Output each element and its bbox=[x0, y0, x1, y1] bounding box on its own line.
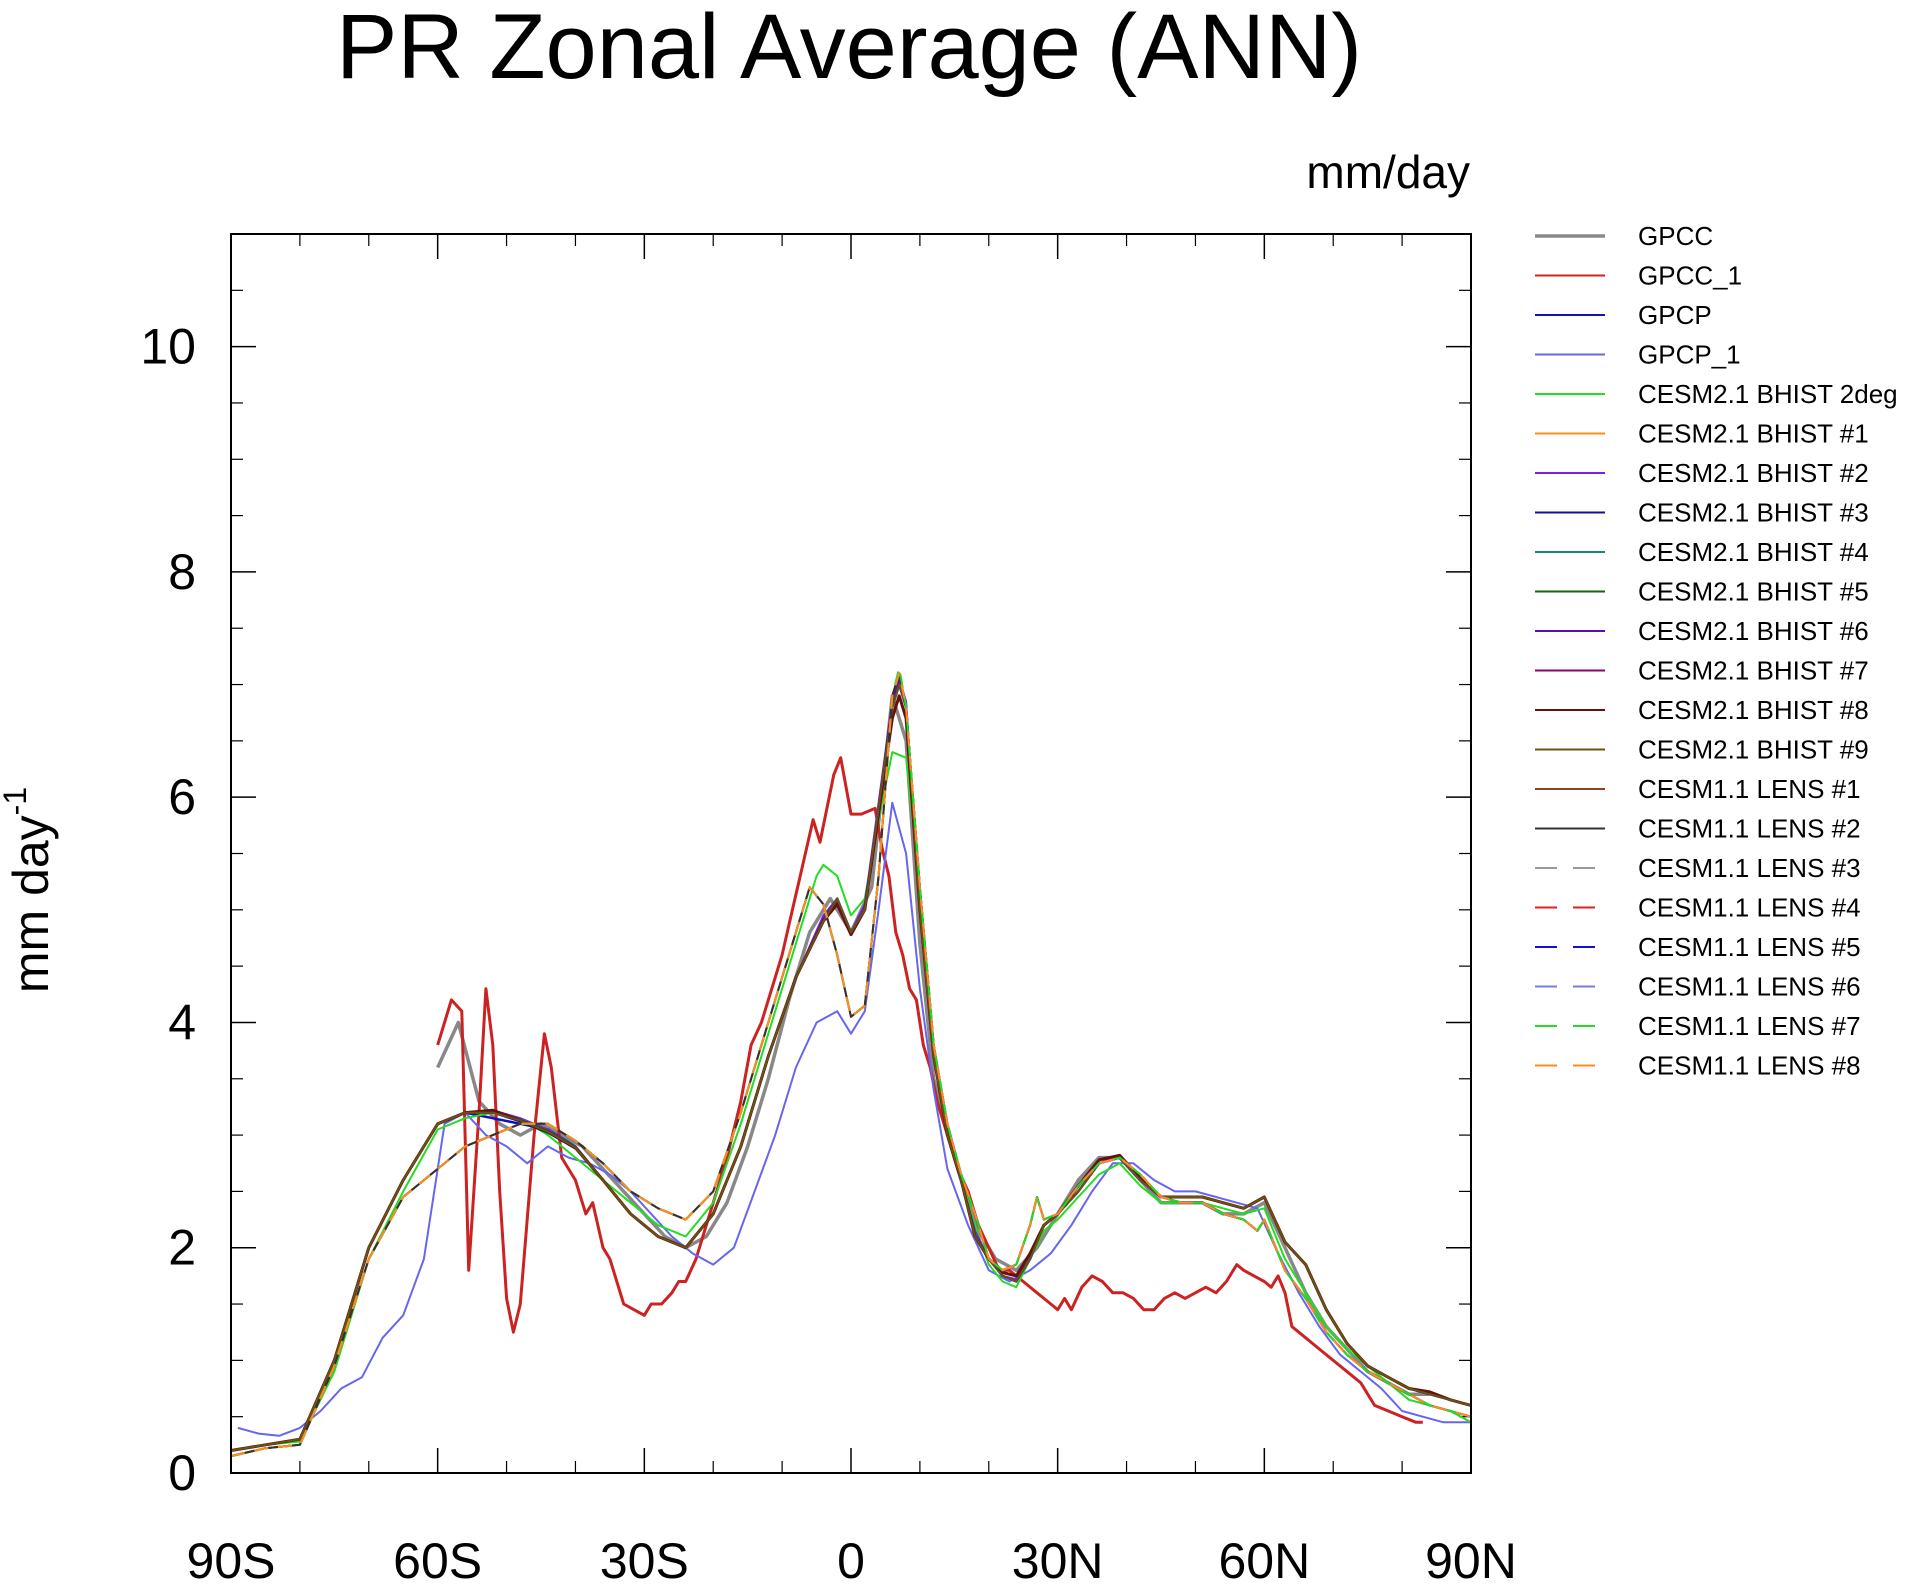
series-line-cesm2-1-bhist-2 bbox=[230, 677, 1472, 1452]
x-tick-label: 30S bbox=[600, 1533, 689, 1589]
y-tick-label: 2 bbox=[168, 1220, 196, 1276]
series-line-cesm1-1-lens-3 bbox=[230, 672, 1472, 1458]
plot-frame bbox=[230, 233, 1472, 1474]
series-line-cesm1-1-lens-1 bbox=[230, 672, 1472, 1458]
series-line-cesm2-1-bhist-3 bbox=[230, 683, 1472, 1452]
y-tick-label: 4 bbox=[168, 994, 196, 1050]
y-axis-label-text: mm day bbox=[3, 815, 59, 993]
legend-label: CESM2.1 BHIST #7 bbox=[1638, 656, 1869, 686]
legend-label: CESM2.1 BHIST #2 bbox=[1638, 458, 1869, 488]
legend-label: GPCC bbox=[1638, 221, 1713, 251]
series-line-cesm2-1-bhist-6 bbox=[230, 677, 1472, 1452]
legend-label: CESM1.1 LENS #1 bbox=[1638, 774, 1861, 804]
series-line-cesm2-1-bhist-1 bbox=[230, 672, 1472, 1458]
legend-label: CESM2.1 BHIST #4 bbox=[1638, 537, 1869, 567]
series-line-cesm1-1-lens-5 bbox=[230, 672, 1472, 1458]
y-tick-label: 0 bbox=[168, 1445, 196, 1501]
x-tick-label: 30N bbox=[1012, 1533, 1104, 1589]
series-line-gpcp-1 bbox=[237, 801, 1471, 1437]
series-line-cesm1-1-lens-6 bbox=[230, 672, 1472, 1458]
svg-text:mm day-1: mm day-1 bbox=[0, 787, 59, 993]
legend-label: CESM1.1 LENS #6 bbox=[1638, 972, 1861, 1002]
series-line-gpcc-1 bbox=[436, 756, 1423, 1424]
legend-label: CESM2.1 BHIST #8 bbox=[1638, 695, 1869, 725]
x-tick-label: 90S bbox=[187, 1533, 276, 1589]
legend-label: CESM1.1 LENS #7 bbox=[1638, 1011, 1861, 1041]
legend-label: CESM1.1 LENS #8 bbox=[1638, 1051, 1861, 1081]
series-line-cesm1-1-lens-7 bbox=[230, 666, 1472, 1458]
series-line-cesm2-1-bhist-5 bbox=[230, 683, 1472, 1452]
y-tick-label: 10 bbox=[140, 319, 196, 375]
series-line-gpcp bbox=[230, 683, 1472, 1452]
x-tick-label: 90N bbox=[1425, 1533, 1517, 1589]
legend-label: CESM1.1 LENS #5 bbox=[1638, 932, 1861, 962]
legend-label: GPCC_1 bbox=[1638, 261, 1742, 291]
units-label: mm/day bbox=[1306, 146, 1470, 198]
x-tick-label: 60S bbox=[393, 1533, 482, 1589]
y-axis-label-superscript: -1 bbox=[0, 787, 33, 815]
legend: GPCC GPCC_1 GPCP GPCP_1 CESM2.1 BHIST 2deg CE… bbox=[1535, 221, 1898, 1081]
y-axis-label: mm day-1 bbox=[0, 787, 59, 993]
series-line-cesm1-1-lens-4 bbox=[230, 672, 1472, 1458]
data-series bbox=[230, 666, 1472, 1458]
legend-label: CESM1.1 LENS #2 bbox=[1638, 814, 1861, 844]
series-line-cesm2-1-bhist-9 bbox=[230, 683, 1472, 1452]
series-line-cesm2-1-bhist-7 bbox=[230, 683, 1472, 1452]
legend-label: CESM2.1 BHIST #3 bbox=[1638, 498, 1869, 528]
series-line-cesm2-1-bhist-4 bbox=[230, 683, 1472, 1452]
chart-title: PR Zonal Average (ANN) bbox=[336, 0, 1362, 98]
legend-label: CESM2.1 BHIST #6 bbox=[1638, 616, 1869, 646]
series-line-cesm1-1-lens-2 bbox=[230, 672, 1472, 1458]
series-line-cesm2-1-bhist-2deg bbox=[230, 751, 1472, 1452]
legend-label: GPCP_1 bbox=[1638, 340, 1741, 370]
legend-label: GPCP bbox=[1638, 300, 1712, 330]
x-tick-label: 60N bbox=[1218, 1533, 1310, 1589]
axes: 0 2 4 6 8 10 90S 60S 30S 0 30N 60N 90N bbox=[140, 233, 1517, 1589]
legend-label: CESM1.1 LENS #4 bbox=[1638, 893, 1861, 923]
legend-label: CESM2.1 BHIST #1 bbox=[1638, 419, 1869, 449]
y-tick-label: 8 bbox=[168, 544, 196, 600]
legend-label: CESM1.1 LENS #3 bbox=[1638, 853, 1861, 883]
legend-label: CESM2.1 BHIST #5 bbox=[1638, 577, 1869, 607]
y-tick-label: 6 bbox=[168, 769, 196, 825]
legend-label: CESM2.1 BHIST 2deg bbox=[1638, 379, 1898, 409]
legend-label: CESM2.1 BHIST #9 bbox=[1638, 735, 1869, 765]
x-tick-label: 0 bbox=[837, 1533, 865, 1589]
series-line-cesm1-1-lens-8 bbox=[230, 672, 1472, 1458]
